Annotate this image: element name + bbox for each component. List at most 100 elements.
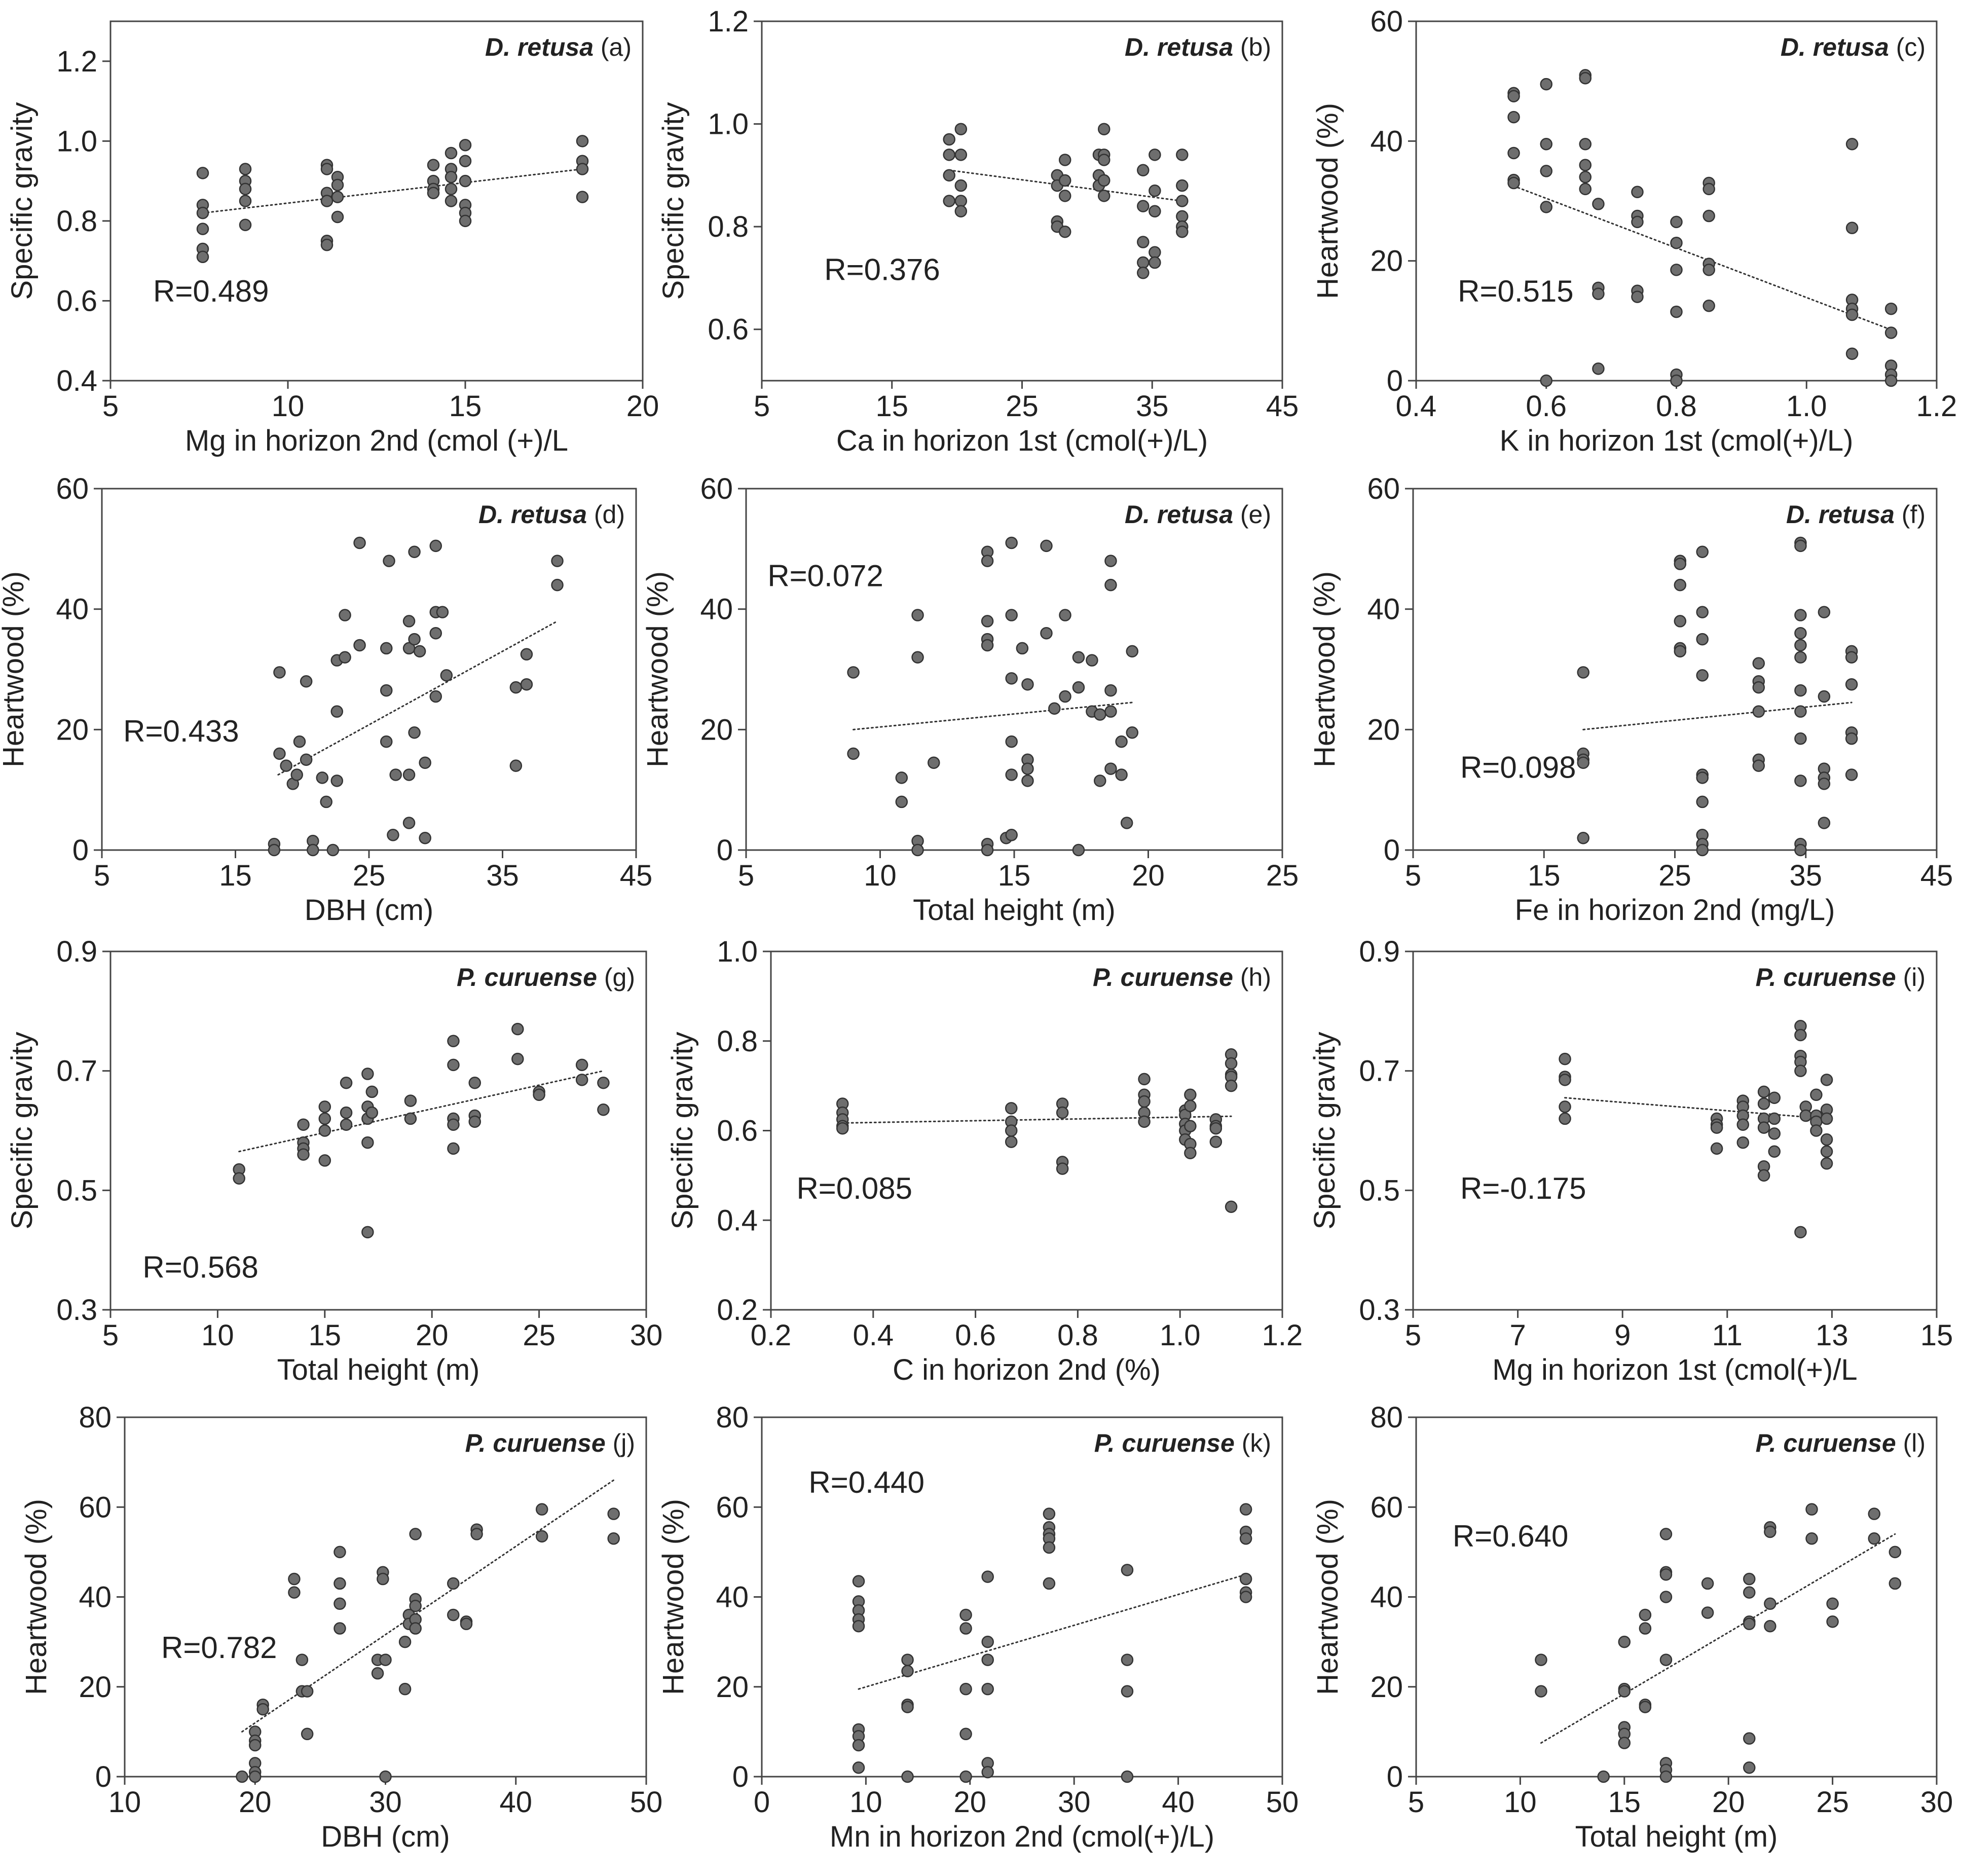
y-axis-label: Specific gravity (1308, 1032, 1341, 1229)
data-point (1710, 1121, 1723, 1134)
data-point (1618, 1635, 1631, 1648)
data-point (1659, 1591, 1673, 1603)
data-point (409, 1528, 422, 1540)
data-point (1540, 374, 1552, 387)
data-point (852, 1761, 865, 1774)
species-name: P. curuense (457, 963, 597, 991)
data-point (470, 1528, 483, 1540)
data-point (404, 1094, 417, 1107)
data-point (459, 155, 472, 167)
x-tick-label: 15 (875, 390, 908, 423)
data-point (1845, 222, 1859, 234)
x-tick-label: 20 (954, 1786, 987, 1819)
data-point (1884, 326, 1898, 339)
data-point (1225, 1057, 1238, 1070)
y-tick-label: 1.0 (717, 935, 758, 968)
data-point (551, 578, 564, 592)
x-tick-label: 0.6 (1526, 390, 1567, 423)
y-tick-label: 40 (1367, 593, 1400, 626)
data-point (1579, 137, 1592, 151)
x-tick-label: 0.4 (1396, 390, 1437, 423)
data-point (943, 149, 955, 161)
data-point (249, 1739, 262, 1752)
data-point (1559, 1112, 1571, 1125)
x-tick-label: 7 (1509, 1319, 1526, 1352)
y-axis-label: Heartwood (%) (641, 571, 674, 767)
y-tick-label: 20 (1370, 1671, 1403, 1704)
plot-frame (101, 488, 637, 851)
y-tick-label: 0 (732, 1760, 749, 1793)
data-point (575, 1074, 588, 1086)
data-point (1239, 1503, 1252, 1516)
data-point (1507, 90, 1520, 102)
data-point (981, 843, 994, 857)
data-point (326, 843, 340, 857)
data-point (273, 666, 286, 679)
species-name: D. retusa (485, 33, 594, 61)
y-tick-label: 0.9 (56, 935, 97, 968)
data-point (1794, 1064, 1807, 1077)
y-tick-label: 1.2 (708, 5, 749, 38)
data-point (239, 163, 252, 175)
data-point (1868, 1532, 1881, 1545)
data-point (460, 1617, 473, 1630)
panel-title: D. retusa (d) (478, 500, 625, 529)
data-point (509, 759, 523, 772)
x-tick-label: 20 (1712, 1786, 1745, 1819)
data-point (365, 1085, 379, 1098)
data-point (1579, 72, 1592, 85)
correlation-label: R=0.072 (767, 559, 883, 593)
data-point (268, 843, 281, 857)
data-point (1137, 236, 1150, 248)
correlation-label: R=0.376 (824, 252, 940, 286)
data-point (1137, 256, 1150, 269)
data-point (1086, 654, 1098, 667)
data-point (361, 1226, 374, 1239)
panel-letter: (i) (1896, 963, 1926, 991)
x-axis-label: Total height (m) (913, 894, 1116, 927)
data-point (318, 1124, 331, 1137)
x-tick-label: 5 (1408, 1786, 1424, 1819)
data-point (340, 1076, 353, 1089)
panel-letter: (g) (597, 963, 635, 991)
data-point (383, 555, 395, 567)
y-tick-label: 0 (95, 1760, 112, 1793)
data-point (1104, 555, 1117, 567)
data-point (901, 1701, 914, 1713)
data-point (1149, 256, 1161, 269)
data-point (301, 1685, 314, 1698)
panel-letter: (e) (1233, 500, 1271, 529)
y-tick-label: 60 (700, 472, 733, 505)
y-tick-label: 0 (72, 834, 89, 867)
y-tick-label: 0 (1384, 834, 1400, 867)
data-point (1021, 762, 1034, 775)
correlation-label: R=0.489 (153, 274, 269, 308)
data-point (911, 651, 924, 664)
data-point (1674, 645, 1687, 658)
data-point (1040, 539, 1053, 553)
data-point (1674, 578, 1687, 592)
correlation-label: R=0.568 (142, 1250, 258, 1284)
data-point (852, 1739, 865, 1752)
y-tick-label: 0.6 (708, 313, 749, 346)
panel-g: 5 10 15 20 25 30 0.3 0.5 0.7 0.9 Total height (m) S… (6, 935, 662, 1386)
y-tick-label: 0.6 (717, 1115, 758, 1148)
y-axis-label: Specific gravity (6, 1032, 39, 1229)
x-tick-label: 10 (201, 1319, 234, 1352)
data-point (429, 627, 442, 640)
data-point (239, 218, 252, 232)
x-tick-label: 20 (239, 1786, 272, 1819)
x-tick-label: 15 (449, 390, 482, 423)
data-point (1048, 702, 1061, 715)
data-point (1176, 195, 1189, 207)
data-point (1845, 678, 1858, 691)
data-point (1794, 684, 1807, 697)
data-point (551, 555, 564, 567)
data-point (445, 182, 458, 196)
data-point (1768, 1127, 1781, 1140)
data-point (1040, 627, 1053, 640)
y-tick-label: 60 (1370, 1491, 1403, 1524)
data-point (1184, 1099, 1197, 1113)
data-point (597, 1103, 610, 1116)
data-point (380, 735, 393, 748)
